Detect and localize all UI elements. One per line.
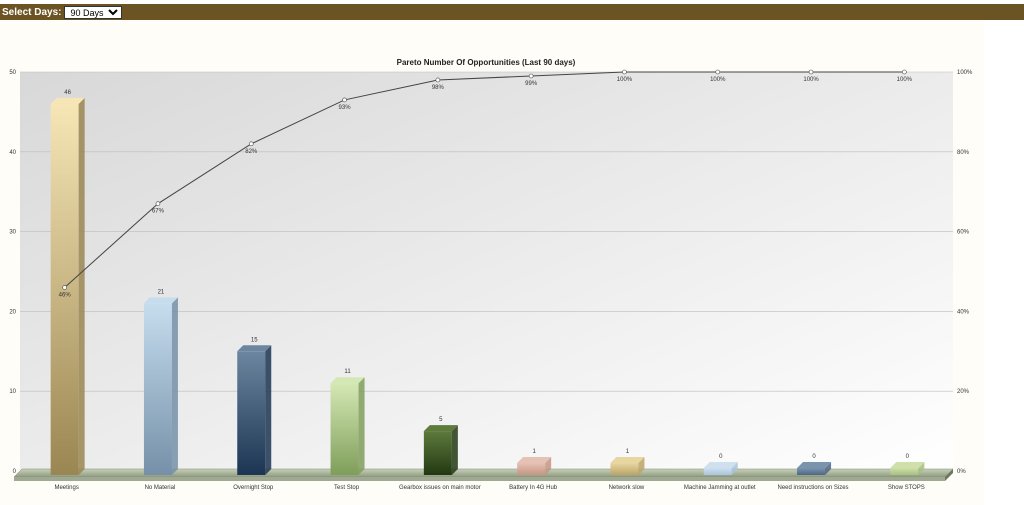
bar-top [423,425,458,432]
bar-top [610,457,645,464]
y2-axis-tick-label: 100% [957,70,973,76]
bar-top [703,462,738,468]
line-point[interactable] [715,69,721,75]
bar-data-label: 0 [906,454,910,460]
category-label: Need instructions on Sizes [778,485,849,491]
line-point[interactable] [902,69,907,75]
category-label: Meetings [54,485,78,491]
chart-floor-side [945,469,953,481]
y-axis-tick-label: 0 [13,469,17,475]
line-point[interactable] [435,77,441,83]
line-point-label: 93% [339,105,352,111]
bar[interactable] [237,351,266,475]
bar-data-label: 5 [439,417,443,423]
y-axis-tick-label: 40 [9,150,16,156]
bar-data-label: 15 [251,337,258,343]
bar[interactable] [703,468,732,475]
bar-data-label: 1 [626,449,630,455]
bar-side [451,425,458,475]
bar-side [731,462,738,475]
top-toolbar: Select Days: 90 Days [0,4,1024,20]
bar-side [638,457,645,475]
bar[interactable] [143,303,172,475]
line-point[interactable] [155,201,161,206]
y2-axis-tick-label: 40% [957,309,970,315]
bar-data-label: 21 [158,289,165,295]
chart-title: Pareto Number Of Opportunities (Last 90 … [397,58,576,67]
bar-side [265,345,272,475]
line-point-label: 98% [432,85,445,91]
category-label: Machine Jamming at outlet [684,485,756,491]
bar[interactable] [610,463,639,475]
line-point-label: 100% [897,77,913,83]
bar-side [545,457,552,475]
line-point[interactable] [808,69,814,75]
bar-top [517,457,552,464]
line-point[interactable] [248,141,254,147]
bar-data-label: 46 [64,90,71,96]
bar-data-label: 0 [812,454,816,460]
bar-side [171,297,178,475]
bar[interactable] [517,463,546,475]
bar-top [890,462,925,468]
line-point-label: 67% [152,209,165,215]
bar[interactable] [797,468,826,475]
line-point-label: 100% [803,77,819,83]
line-point[interactable] [622,69,627,75]
bar[interactable] [330,383,359,475]
category-label: Overnight Stop [233,485,274,491]
y2-axis-tick-label: 20% [957,389,970,395]
bar-data-label: 11 [344,369,351,375]
category-label: Gearbox issues on main motor [399,485,481,491]
bar-side [78,97,85,476]
line-point-label: 100% [710,77,726,83]
bar-side [825,462,832,475]
cumulative-line [64,71,905,288]
category-label: Network slow [609,485,645,491]
chart-floor-edge [14,477,945,481]
y2-axis-tick-label: 0% [957,469,966,475]
y-axis-tick-label: 10 [9,389,16,395]
pareto-chart: Pareto Number Of Opportunities (Last 90 … [9,58,973,491]
bar-top [797,462,832,468]
bar[interactable] [423,431,452,475]
bar-data-label: 1 [532,449,536,455]
line-point[interactable] [342,97,347,103]
bar-top [330,377,365,384]
select-days-dropdown[interactable]: 90 Days [64,5,123,19]
bar-side [358,377,365,475]
line-point-label: 99% [525,81,538,87]
bar-top [143,297,178,304]
line-point-label: 46% [59,292,72,298]
y2-axis-tick-label: 80% [957,150,970,156]
bar-side [918,462,925,475]
bar-data-label: 0 [719,454,723,460]
bar-top [237,345,272,352]
bar[interactable] [890,468,919,475]
category-label: No Material [145,485,176,491]
category-label: Show STOPS [888,485,925,491]
line-point-label: 82% [245,149,258,155]
category-label: Battery In 4G Hub [509,485,558,491]
y-axis-tick-label: 30 [9,230,16,236]
y-axis-tick-label: 20 [9,309,16,315]
line-point[interactable] [62,285,67,290]
line-point-label: 100% [617,77,633,83]
line-point[interactable] [528,73,534,79]
select-days-label: Select Days: [2,6,62,18]
bar-top [50,97,85,104]
y2-axis-tick-label: 60% [957,230,970,236]
category-label: Test Stop [334,485,360,491]
y-axis-tick-label: 50 [9,70,16,76]
